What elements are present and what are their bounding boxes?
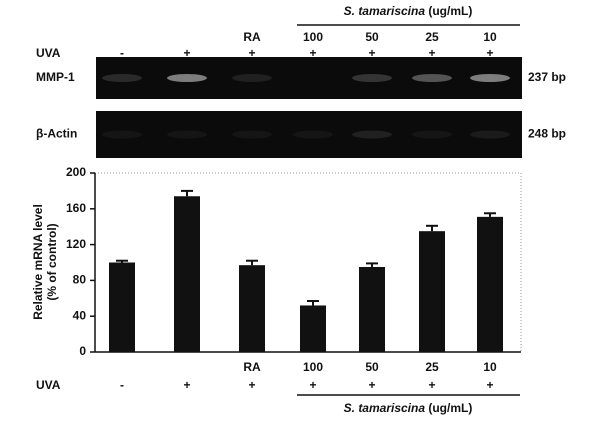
- group-unit: (ug/mL): [428, 401, 472, 415]
- group-unit: (ug/mL): [428, 4, 472, 18]
- bar: [419, 231, 445, 352]
- group-label: S. tamariscina (ug/mL): [344, 401, 473, 415]
- gel-panel: [96, 57, 522, 99]
- gel-band: [352, 74, 392, 82]
- y-tick-label: 120: [66, 237, 86, 251]
- gel-band: [102, 74, 142, 82]
- bar: [477, 217, 503, 352]
- gel-row-name: MMP-1: [36, 70, 75, 84]
- treatment-sign: +: [183, 378, 190, 392]
- bar: [300, 305, 326, 352]
- category-label: 50: [365, 30, 379, 44]
- category-label: 25: [425, 360, 439, 374]
- gel-band: [412, 131, 452, 139]
- y-tick-label: 200: [66, 165, 86, 179]
- gel-band: [167, 131, 207, 139]
- group-label: S. tamariscina (ug/mL): [344, 4, 473, 18]
- y-axis-label-line: Relative mRNA level: [31, 204, 45, 320]
- gel-band: [232, 74, 272, 82]
- category-label: RA: [243, 360, 261, 374]
- y-tick-label: 80: [73, 273, 87, 287]
- figure: -+RA+100+50+25+10+UVAS. tamariscina (ug/…: [0, 0, 592, 421]
- gel-row-name: β-Actin: [36, 127, 77, 141]
- y-tick-label: 0: [79, 344, 86, 358]
- group-name: S. tamariscina: [344, 401, 426, 415]
- category-label: 10: [483, 360, 497, 374]
- treatment-sign: +: [368, 378, 375, 392]
- category-label: 25: [425, 30, 439, 44]
- bar: [109, 263, 135, 353]
- category-label: 50: [365, 360, 379, 374]
- gel-band: [102, 131, 142, 139]
- treatment-label: UVA: [36, 46, 61, 60]
- treatment-sign: +: [248, 378, 255, 392]
- gel-band: [167, 74, 207, 82]
- band-size: 237 bp: [528, 70, 566, 84]
- category-label: 10: [483, 30, 497, 44]
- band-size: 248 bp: [528, 127, 566, 141]
- treatment-sign: +: [309, 378, 316, 392]
- y-axis-label: Relative mRNA level(% of control): [31, 204, 59, 320]
- gel-band: [232, 131, 272, 139]
- gel-band: [352, 131, 392, 139]
- category-label: 100: [303, 30, 323, 44]
- treatment-sign: -: [120, 378, 124, 392]
- treatment-label: UVA: [36, 378, 61, 392]
- y-axis-label-line: (% of control): [45, 223, 59, 300]
- treatment-sign: +: [486, 378, 493, 392]
- bar: [359, 267, 385, 352]
- gel-band: [470, 131, 510, 139]
- category-label: 100: [303, 360, 323, 374]
- category-label: RA: [243, 30, 261, 44]
- gel-band: [470, 74, 510, 82]
- gel-band: [293, 131, 333, 139]
- bar: [239, 265, 265, 352]
- y-tick-label: 160: [66, 201, 86, 215]
- bar: [174, 196, 200, 352]
- y-tick-label: 40: [73, 308, 87, 322]
- group-name: S. tamariscina: [344, 4, 426, 18]
- treatment-sign: +: [428, 378, 435, 392]
- gel-band: [412, 74, 452, 82]
